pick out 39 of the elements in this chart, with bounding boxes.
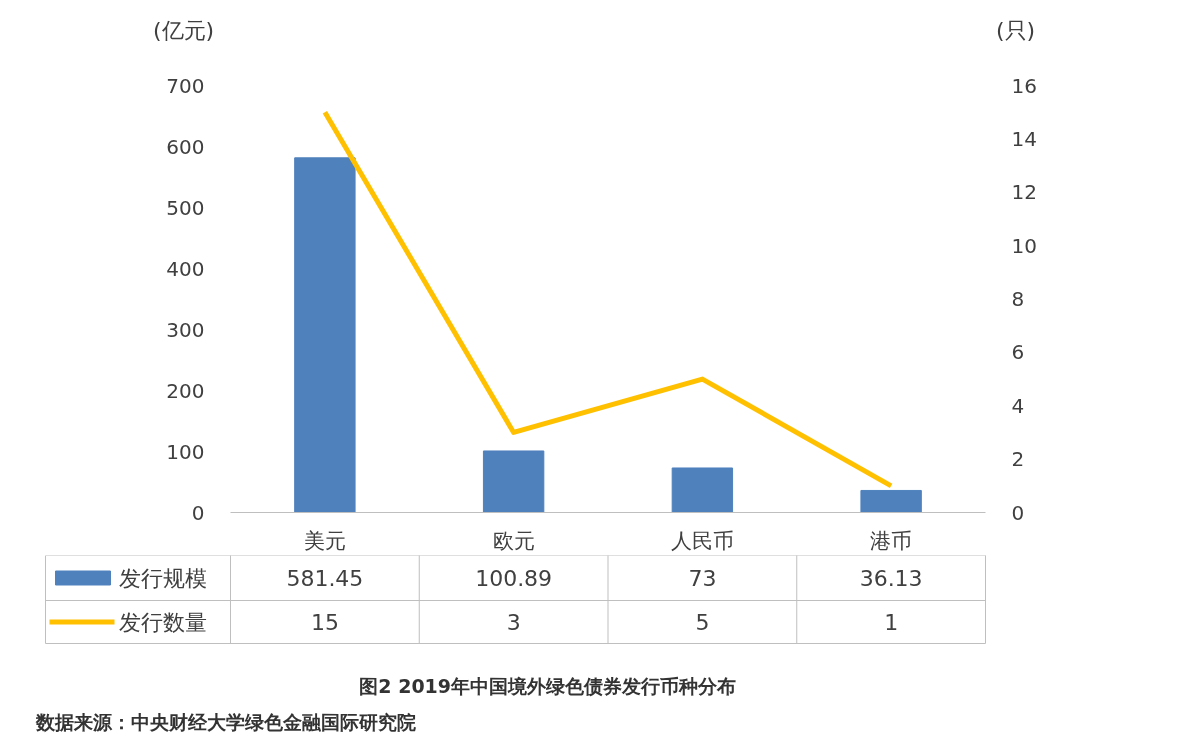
data-label: 1 [884, 610, 899, 635]
data-label: 5 [695, 610, 710, 635]
data-label: 36.13 [859, 566, 923, 591]
bar [860, 489, 922, 513]
y-axis-title: (亿元) [152, 18, 215, 43]
y2-tick-label: 10 [1011, 233, 1037, 258]
y2-axis-title: (只) [995, 18, 1036, 43]
y2-tick-label: 14 [1011, 126, 1037, 151]
y2-tick-label: 2 [1011, 447, 1025, 472]
y2-tick-label: 8 [1011, 287, 1025, 311]
legend-label: 发行数量 [118, 609, 207, 635]
x-tick-label: 港币 [870, 528, 913, 553]
x-tick-label: 人民币 [670, 528, 734, 553]
source-note: 数据来源：中央财经大学绿色金融国际研究院 [34, 710, 416, 733]
data-label: 3 [506, 610, 521, 635]
y-tick-label: 0 [191, 500, 205, 525]
bar [294, 157, 356, 513]
y-tick-label: 500 [166, 195, 205, 220]
y2-tick-label: 0 [1011, 500, 1025, 525]
bar [671, 467, 734, 513]
data-label: 581.45 [286, 566, 364, 591]
y2-tick-label: 4 [1011, 393, 1025, 418]
y-tick-label: 700 [166, 73, 205, 98]
bar [482, 450, 545, 513]
y-tick-label: 200 [166, 378, 205, 403]
text: 图2 2019年中国境外绿色债券发行币种分布 [359, 674, 737, 697]
x-tick-label: 美元 [303, 528, 346, 553]
x-tick-label: 欧元 [492, 528, 535, 553]
data-label: 73 [688, 566, 717, 591]
y-tick-label: 100 [166, 439, 205, 464]
y2-tick-label: 6 [1011, 340, 1025, 365]
y2-tick-label: 12 [1011, 180, 1037, 205]
y2-tick-label: 16 [1011, 73, 1037, 98]
y-tick-label: 300 [166, 317, 205, 342]
y-tick-label: 400 [166, 256, 205, 281]
data-label: 15 [310, 610, 339, 635]
legend-label: 发行规模 [118, 565, 207, 591]
y-tick-label: 600 [166, 134, 205, 159]
data-label: 100.89 [475, 566, 553, 591]
